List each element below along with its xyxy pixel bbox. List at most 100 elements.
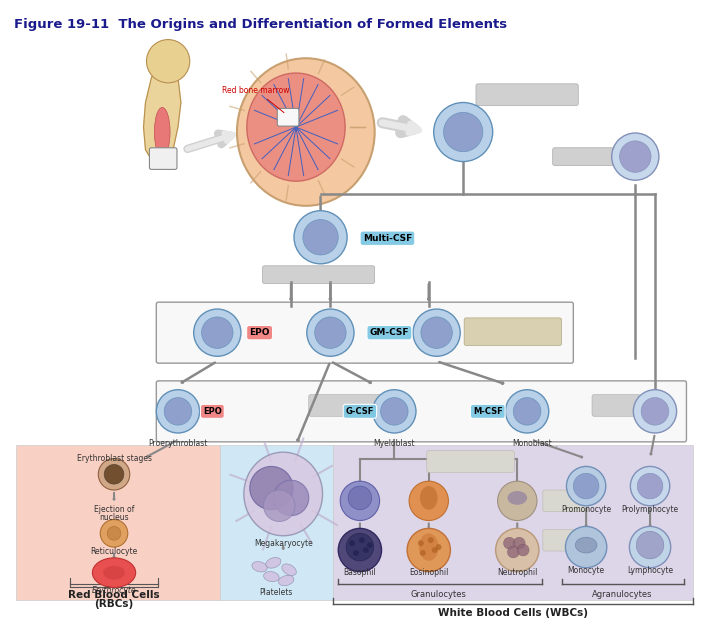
Circle shape — [418, 540, 424, 546]
Ellipse shape — [282, 564, 296, 576]
Text: Promonocyte: Promonocyte — [561, 505, 611, 514]
Ellipse shape — [575, 537, 597, 553]
Text: .: . — [555, 439, 559, 449]
Circle shape — [104, 465, 124, 484]
Circle shape — [420, 550, 426, 556]
FancyBboxPatch shape — [543, 490, 588, 511]
Text: Basophil: Basophil — [344, 568, 376, 577]
Circle shape — [307, 309, 354, 356]
Text: Erythroblast stages: Erythroblast stages — [77, 454, 152, 463]
Circle shape — [164, 397, 191, 425]
Text: (RBCs): (RBCs) — [94, 599, 134, 609]
Circle shape — [381, 397, 408, 425]
Circle shape — [518, 544, 529, 556]
FancyBboxPatch shape — [156, 381, 686, 442]
Circle shape — [612, 133, 659, 180]
Text: Megakaryocyte: Megakaryocyte — [254, 539, 313, 548]
Circle shape — [503, 537, 515, 549]
Bar — [220, 445, 333, 600]
Ellipse shape — [264, 571, 279, 582]
FancyBboxPatch shape — [150, 148, 177, 169]
Circle shape — [349, 540, 355, 546]
Bar — [16, 445, 220, 600]
Circle shape — [338, 528, 381, 572]
Circle shape — [434, 103, 493, 161]
Circle shape — [156, 390, 200, 433]
Text: Red Blood Cells: Red Blood Cells — [68, 590, 160, 601]
Circle shape — [630, 526, 671, 568]
Text: Ejection of: Ejection of — [94, 505, 134, 514]
Text: Erythrocyte: Erythrocyte — [91, 586, 136, 595]
Circle shape — [641, 397, 669, 425]
Ellipse shape — [104, 566, 125, 579]
Circle shape — [359, 537, 365, 543]
Circle shape — [513, 397, 541, 425]
Ellipse shape — [237, 59, 374, 206]
Circle shape — [348, 486, 372, 510]
Circle shape — [444, 112, 483, 151]
FancyBboxPatch shape — [464, 318, 562, 346]
Circle shape — [428, 537, 434, 543]
Ellipse shape — [247, 73, 345, 181]
Text: G-CSF: G-CSF — [346, 407, 374, 416]
Circle shape — [498, 481, 537, 521]
Text: GM-CSF: GM-CSF — [369, 328, 409, 337]
FancyBboxPatch shape — [262, 266, 374, 283]
FancyBboxPatch shape — [476, 84, 579, 105]
Text: Eosinophil: Eosinophil — [409, 568, 449, 577]
Circle shape — [367, 542, 373, 548]
Circle shape — [250, 467, 293, 510]
Circle shape — [432, 547, 437, 553]
Circle shape — [496, 528, 539, 572]
Circle shape — [421, 317, 452, 348]
Circle shape — [513, 537, 525, 549]
Circle shape — [264, 490, 295, 521]
Ellipse shape — [92, 558, 135, 587]
Circle shape — [294, 211, 347, 264]
Text: Neutrophil: Neutrophil — [497, 568, 537, 577]
Polygon shape — [143, 59, 181, 163]
Text: EPO: EPO — [250, 328, 270, 337]
Ellipse shape — [279, 576, 294, 586]
Ellipse shape — [155, 107, 170, 156]
Ellipse shape — [244, 452, 323, 536]
Circle shape — [630, 467, 670, 506]
Circle shape — [99, 459, 130, 490]
Text: Prolymphocyte: Prolymphocyte — [622, 505, 679, 514]
Text: Reticulocyte: Reticulocyte — [91, 546, 138, 556]
Circle shape — [353, 550, 359, 556]
Circle shape — [633, 390, 676, 433]
Circle shape — [566, 467, 605, 506]
FancyBboxPatch shape — [427, 450, 514, 472]
Circle shape — [346, 533, 374, 561]
FancyBboxPatch shape — [308, 394, 386, 416]
Text: Myeloblast: Myeloblast — [374, 439, 415, 449]
Circle shape — [574, 473, 599, 499]
Text: Multi-CSF: Multi-CSF — [363, 234, 412, 243]
Circle shape — [100, 520, 128, 547]
FancyBboxPatch shape — [553, 148, 615, 166]
Circle shape — [107, 526, 121, 540]
Ellipse shape — [420, 486, 437, 510]
Circle shape — [566, 526, 607, 568]
Circle shape — [637, 473, 663, 499]
FancyBboxPatch shape — [156, 302, 574, 363]
Circle shape — [194, 309, 241, 356]
FancyBboxPatch shape — [277, 108, 299, 126]
Circle shape — [201, 317, 233, 348]
Text: Monoblast: Monoblast — [512, 439, 552, 449]
FancyBboxPatch shape — [592, 394, 640, 416]
Circle shape — [407, 528, 450, 572]
Circle shape — [274, 480, 308, 516]
Circle shape — [413, 309, 460, 356]
Circle shape — [409, 481, 448, 521]
Circle shape — [303, 219, 338, 255]
Circle shape — [620, 141, 651, 173]
Text: White Blood Cells (WBCs): White Blood Cells (WBCs) — [438, 608, 588, 618]
Bar — [333, 445, 693, 600]
Circle shape — [508, 546, 519, 558]
Text: Platelets: Platelets — [259, 588, 293, 597]
Circle shape — [636, 531, 664, 559]
Circle shape — [315, 317, 346, 348]
Text: Granulocytes: Granulocytes — [411, 590, 467, 599]
